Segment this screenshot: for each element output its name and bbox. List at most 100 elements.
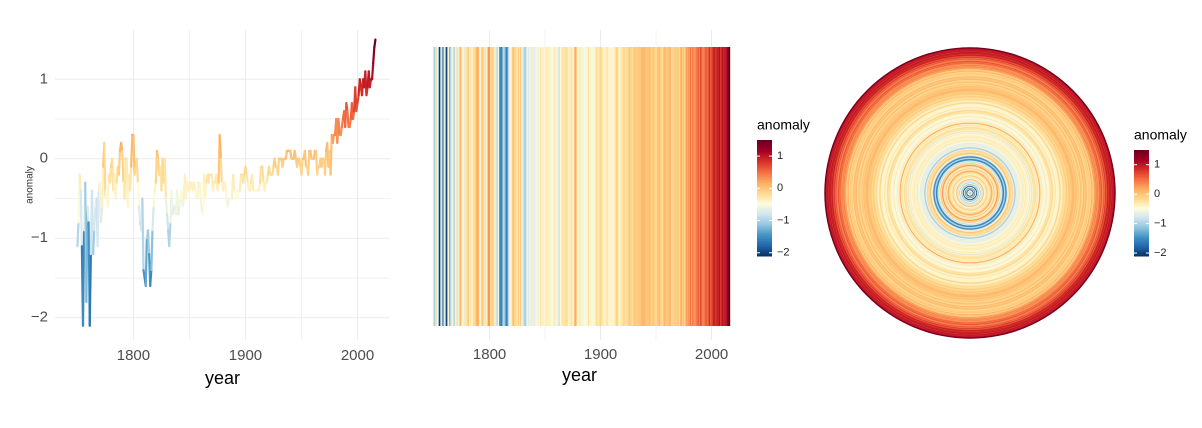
stripe bbox=[674, 47, 676, 326]
stripe bbox=[653, 47, 655, 326]
stripe bbox=[475, 47, 478, 326]
stripe bbox=[487, 47, 490, 326]
stripe bbox=[553, 47, 555, 326]
legend-color-step bbox=[757, 207, 772, 211]
y-tick-label: −1 bbox=[31, 229, 48, 246]
stripe bbox=[698, 47, 701, 326]
stripe bbox=[491, 47, 493, 326]
stripe bbox=[442, 47, 444, 326]
line-segment bbox=[177, 205, 181, 216]
stripe bbox=[512, 47, 514, 326]
stripe bbox=[678, 47, 681, 326]
line-segment bbox=[331, 133, 336, 144]
stripe bbox=[621, 47, 623, 326]
stripe bbox=[716, 47, 718, 326]
stripe bbox=[726, 47, 728, 326]
stripe bbox=[723, 47, 725, 326]
stripe bbox=[727, 47, 730, 326]
legend-tick-label: 0 bbox=[777, 182, 783, 194]
y-tick-label: 1 bbox=[40, 70, 48, 87]
stripe bbox=[505, 47, 508, 326]
line-segment bbox=[165, 213, 170, 232]
stripe bbox=[677, 47, 680, 326]
stripe bbox=[541, 47, 543, 326]
line-segment bbox=[251, 173, 255, 192]
stripe bbox=[515, 47, 518, 326]
stripe bbox=[509, 47, 511, 326]
stripe bbox=[600, 47, 602, 326]
stripe bbox=[671, 47, 673, 326]
legend-color-step bbox=[1134, 215, 1149, 218]
stripe bbox=[477, 47, 480, 326]
stripe bbox=[665, 47, 667, 326]
stripe bbox=[617, 47, 620, 326]
line-segment bbox=[267, 165, 272, 176]
legend-color-step bbox=[757, 248, 772, 251]
legend-color-step bbox=[757, 178, 772, 182]
stripe bbox=[463, 47, 465, 326]
stripe bbox=[649, 47, 652, 326]
ring bbox=[969, 192, 971, 194]
stripe bbox=[500, 47, 502, 326]
line-segment bbox=[307, 149, 311, 176]
stripe bbox=[637, 47, 640, 326]
stripe bbox=[588, 47, 591, 326]
stripe bbox=[522, 47, 524, 326]
legend-color-step bbox=[1134, 213, 1149, 216]
line-segment bbox=[136, 181, 141, 208]
line-segment bbox=[103, 141, 107, 200]
stripe bbox=[567, 47, 570, 326]
stripe bbox=[542, 47, 544, 326]
stripe bbox=[712, 47, 714, 326]
stripe bbox=[437, 47, 440, 326]
stripe bbox=[540, 47, 542, 326]
line-segment bbox=[370, 62, 375, 81]
legend-color-step bbox=[1134, 224, 1149, 227]
stripe bbox=[601, 47, 603, 326]
stripe bbox=[504, 47, 506, 326]
stripe bbox=[543, 47, 545, 326]
legend-color-step bbox=[1134, 157, 1149, 160]
line-segment bbox=[120, 141, 124, 152]
legend-color-step bbox=[757, 246, 772, 249]
stripe bbox=[565, 47, 568, 326]
legend-color-step bbox=[757, 254, 772, 257]
stripe bbox=[725, 47, 727, 326]
legend-color-step bbox=[1134, 194, 1149, 197]
legend-color-step bbox=[757, 232, 772, 236]
legend-color-step bbox=[1134, 178, 1149, 181]
legend-color-step bbox=[757, 250, 772, 253]
line-segment bbox=[289, 149, 293, 160]
stripe bbox=[623, 47, 625, 326]
line-segment bbox=[320, 157, 324, 168]
stripe bbox=[489, 47, 491, 326]
stripe bbox=[503, 47, 505, 326]
stripe bbox=[630, 47, 632, 326]
line-segment bbox=[337, 117, 341, 137]
stripe bbox=[582, 47, 584, 326]
stripe bbox=[466, 47, 469, 326]
legend-color-step bbox=[1134, 167, 1149, 170]
stripe bbox=[534, 47, 536, 326]
stripe bbox=[451, 47, 453, 326]
legend-color-step bbox=[1134, 225, 1149, 229]
line-segment bbox=[93, 205, 97, 232]
legend-color-step bbox=[1134, 160, 1149, 163]
stripe bbox=[662, 47, 664, 326]
x-tick-label: 1800 bbox=[473, 346, 506, 363]
stripe bbox=[691, 47, 693, 326]
stripe bbox=[433, 47, 435, 326]
stripe bbox=[573, 47, 575, 326]
legend-color-step bbox=[1134, 151, 1149, 155]
stripe bbox=[669, 47, 672, 326]
stripe bbox=[631, 47, 633, 326]
line-segment bbox=[358, 78, 362, 89]
line-segment bbox=[153, 181, 157, 192]
stripe bbox=[703, 47, 705, 326]
stripe bbox=[676, 47, 679, 326]
legend-color-step bbox=[757, 149, 772, 153]
line-segment bbox=[123, 157, 127, 200]
stripe bbox=[667, 47, 670, 326]
line-segment bbox=[226, 197, 230, 208]
legend-color-step bbox=[757, 219, 772, 222]
